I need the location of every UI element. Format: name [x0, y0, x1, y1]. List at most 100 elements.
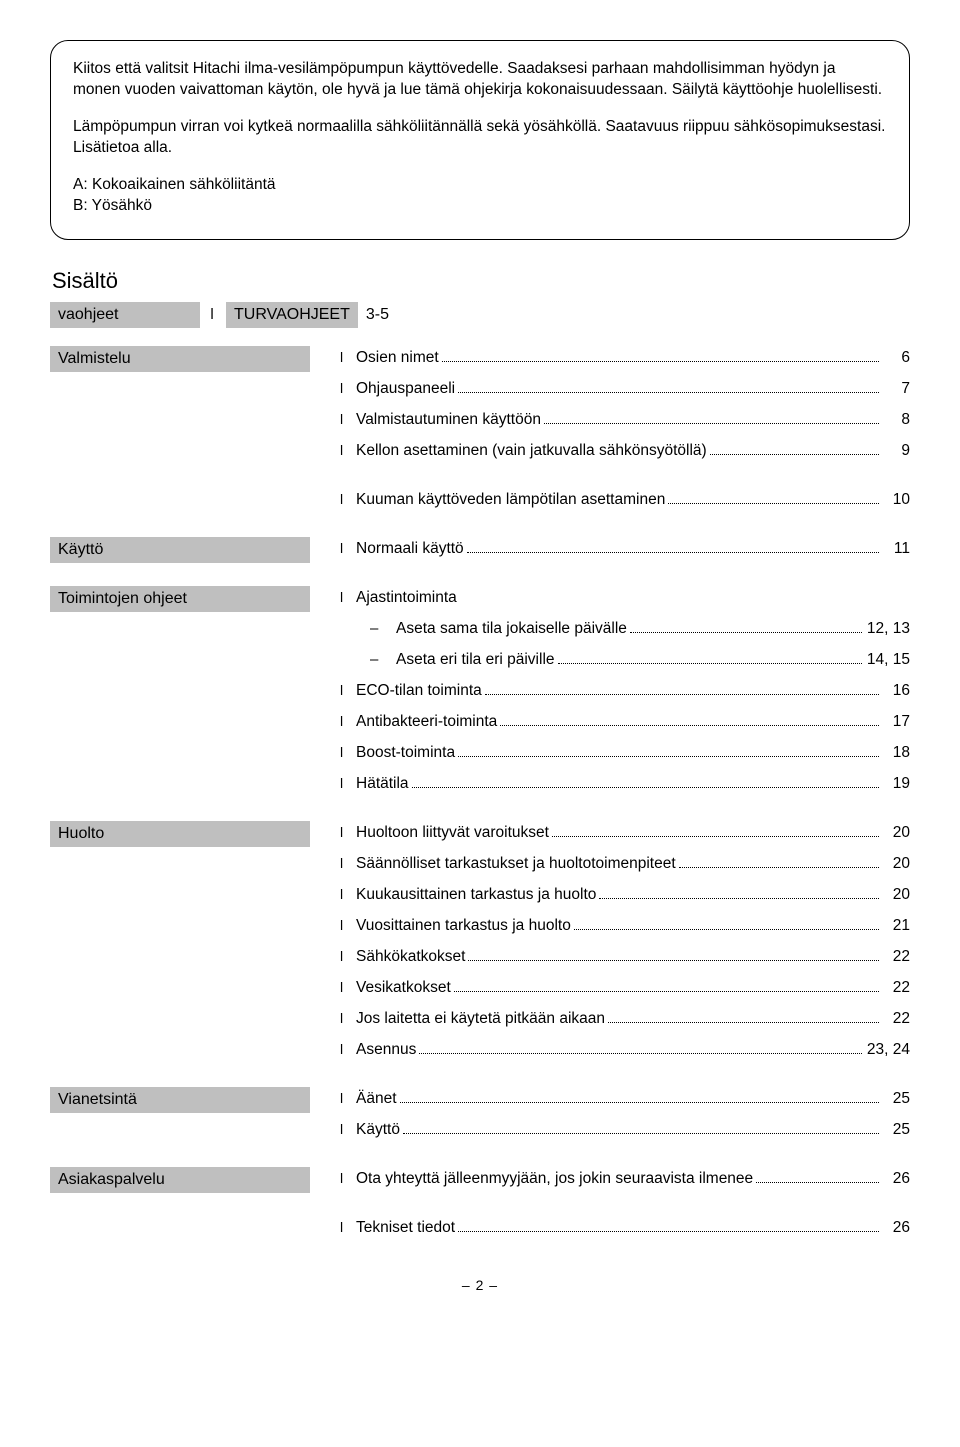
toc-text: Vesikatkokset — [356, 976, 451, 1000]
leader-dots — [552, 823, 879, 837]
bullet-icon: l — [340, 1008, 356, 1030]
toc-line: lOsien nimet6 — [340, 346, 910, 370]
toc-line: lOta yhteyttä jälleenmyyjään, jos jokin … — [340, 1167, 910, 1191]
toc-text: Boost-toiminta — [356, 741, 455, 765]
leader-dots — [403, 1120, 879, 1134]
bullet-icon: l — [340, 884, 356, 906]
toc-page: 25 — [882, 1118, 910, 1142]
toc-page: 25 — [882, 1087, 910, 1111]
toc-page: 10 — [882, 488, 910, 512]
turvaohjeet-pages: 3-5 — [360, 302, 395, 328]
toc-page: 23, 24 — [865, 1038, 910, 1062]
bullet-icon: l — [340, 711, 356, 733]
toc-page: 20 — [882, 852, 910, 876]
bullet-icon: l — [340, 1119, 356, 1141]
section-label-vianetsinta: Vianetsintä — [50, 1087, 310, 1113]
toc-line: lVesikatkokset22 — [340, 976, 910, 1000]
toc-text: Kuuman käyttöveden lämpötilan asettamine… — [356, 488, 665, 512]
toc-line: –Aseta eri tila eri päiville 14, 15 — [370, 648, 910, 672]
leader-dots — [400, 1089, 879, 1103]
bullet-icon: l — [340, 773, 356, 795]
leader-dots — [710, 441, 879, 455]
toc-text: Asennus — [356, 1038, 416, 1062]
leader-dots — [756, 1169, 879, 1183]
leader-dots — [458, 743, 879, 757]
toc-line: lÄänet25 — [340, 1087, 910, 1111]
section-label-kaytto: Käyttö — [50, 537, 310, 563]
bullet-icon: l — [340, 977, 356, 999]
toc-line: lAjastintoiminta — [340, 586, 910, 610]
toc-text: Sähkökatkokset — [356, 945, 465, 969]
bullet-icon: l — [340, 822, 356, 844]
toc-text: Normaali käyttö — [356, 537, 464, 561]
toc-line: lHätätila 19 — [340, 772, 910, 796]
leader-dots — [608, 1009, 879, 1023]
toc-page: 19 — [882, 772, 910, 796]
leader-dots — [468, 947, 879, 961]
toc-text: Käyttö — [356, 1118, 400, 1142]
bullet-icon: l — [340, 946, 356, 968]
toc-page: 22 — [882, 1007, 910, 1031]
toc-page: 9 — [882, 439, 910, 463]
dash-icon: – — [370, 648, 396, 671]
toc-page: 11 — [882, 537, 910, 561]
toc-row-turvaohjeet: vaohjeet l TURVAOHJEET 3-5 — [50, 302, 910, 328]
leader-dots — [574, 916, 879, 930]
toc-line: lKellon asettaminen (vain jatkuvalla säh… — [340, 439, 910, 463]
toc-line: lKäyttö 25 — [340, 1118, 910, 1142]
toc-text: Ohjauspaneeli — [356, 377, 455, 401]
toc-page: 26 — [882, 1216, 910, 1240]
toc-text: Ota yhteyttä jälleenmyyjään, jos jokin s… — [356, 1167, 753, 1191]
section-label-valmistelu: Valmistelu — [50, 346, 310, 372]
section-valmistelu: Valmistelu lOsien nimet6lOhjauspaneeli7l… — [50, 346, 910, 519]
leader-dots — [412, 774, 879, 788]
section-label-turvaohjeet: TURVAOHJEET — [226, 302, 358, 328]
toc-text: Jos laitetta ei käytetä pitkään aikaan — [356, 1007, 605, 1031]
leader-dots — [679, 854, 879, 868]
toc-page: 14, 15 — [865, 648, 910, 672]
toc-text: Aseta eri tila eri päiville — [396, 648, 555, 672]
leader-dots — [485, 681, 879, 695]
bullet-icon: l — [340, 347, 356, 369]
leader-dots — [458, 1218, 879, 1232]
leader-dots — [442, 348, 879, 362]
bullet-icon: l — [340, 1168, 356, 1190]
toc-text: Huoltoon liittyvät varoitukset — [356, 821, 549, 845]
bullet-icon: l — [340, 1039, 356, 1061]
toc-text: Valmistautuminen käyttöön — [356, 408, 541, 432]
toc-text: Kellon asettaminen (vain jatkuvalla sähk… — [356, 439, 707, 463]
toc-line: lECO-tilan toiminta16 — [340, 679, 910, 703]
dash-icon: – — [370, 617, 396, 640]
section-huolto: Huolto lHuoltoon liittyvät varoitukset20… — [50, 821, 910, 1069]
section-vianetsinta: Vianetsintä lÄänet25 lKäyttö 25 — [50, 1087, 910, 1149]
leader-dots — [454, 978, 879, 992]
toc-page: 7 — [882, 377, 910, 401]
toc-page: 16 — [882, 679, 910, 703]
toc-page: 18 — [882, 741, 910, 765]
separator: l — [200, 306, 224, 323]
option-a: A: Kokoaikainen sähköliitäntä — [73, 175, 887, 196]
leader-dots — [558, 650, 862, 664]
bullet-icon: l — [340, 440, 356, 462]
toc-text: Tekniset tiedot — [356, 1216, 455, 1240]
section-label-toimintojen: Toimintojen ohjeet — [50, 586, 310, 612]
section-label-vaohjeet: vaohjeet — [50, 302, 200, 328]
leader-dots — [599, 885, 879, 899]
bullet-icon: l — [340, 409, 356, 431]
page-number: – 2 – — [50, 1277, 910, 1293]
section-asiakaspalvelu: Asiakaspalvelu lOta yhteyttä jälleenmyyj… — [50, 1167, 910, 1247]
bullet-icon: l — [340, 742, 356, 764]
toc-line: lHuoltoon liittyvät varoitukset20 — [340, 821, 910, 845]
contents-title: Sisältö — [52, 268, 910, 294]
toc-page: 21 — [882, 914, 910, 938]
toc-text: Kuukausittainen tarkastus ja huolto — [356, 883, 596, 907]
intro-options: A: Kokoaikainen sähköliitäntä B: Yösähkö — [73, 175, 887, 217]
leader-dots — [467, 539, 879, 553]
toc-line: lKuukausittainen tarkastus ja huolto20 — [340, 883, 910, 907]
bullet-icon: l — [340, 489, 356, 511]
intro-paragraph-1: Kiitos että valitsit Hitachi ilma-vesilä… — [73, 59, 887, 101]
toc-page: 12, 13 — [865, 617, 910, 641]
toc-text: Ajastintoiminta — [356, 586, 457, 610]
toc-text: Hätätila — [356, 772, 409, 796]
toc-page: 6 — [882, 346, 910, 370]
